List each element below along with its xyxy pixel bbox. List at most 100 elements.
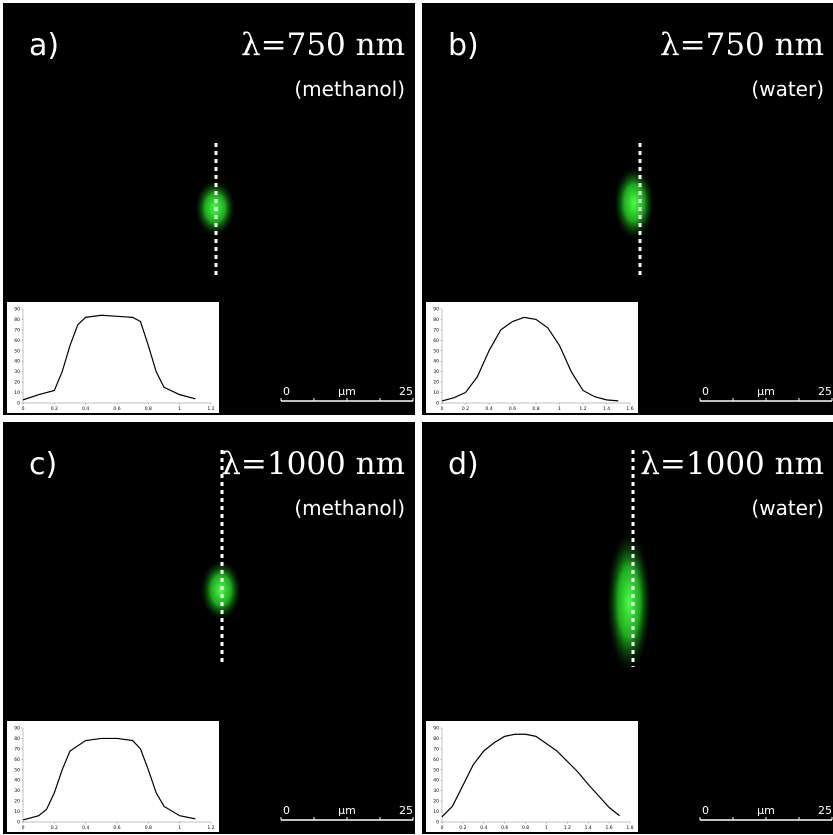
panel: a) λ=750 nm (methanol) 0 µm 25 0 10 20 30 40 50 60 70… <box>3 3 415 415</box>
solvent: (methanol) <box>294 496 405 520</box>
inset-y-tick-label: 10 <box>14 390 20 396</box>
scale-end: 25 <box>818 385 832 398</box>
inset-x-tick-label: 0.4 <box>480 825 487 831</box>
inset-x-tick-label: 1.4 <box>585 825 592 831</box>
inset-x-tick-label: 0.4 <box>82 406 89 412</box>
scale-end: 25 <box>399 385 413 398</box>
inset-y-tick-label: 60 <box>433 757 439 763</box>
panel-label: a) <box>29 28 59 63</box>
inset-y-tick-label: 0 <box>17 401 20 407</box>
inset-x-tick-label: 1.2 <box>207 406 214 412</box>
inset-x-tick-label: 0.8 <box>532 406 539 412</box>
inset-x-tick-label: 0.8 <box>522 825 529 831</box>
wavelength: λ=750 nm <box>660 27 824 63</box>
inset-y-tick-label: 90 <box>433 307 439 313</box>
inset-y-tick-label: 60 <box>14 338 20 344</box>
inset-x-tick-label: 1.2 <box>207 825 214 831</box>
scale-unit: µm <box>338 804 356 817</box>
solvent: (water) <box>751 77 824 101</box>
inset-x-tick-label: 1.6 <box>626 406 633 412</box>
scale-start: 0 <box>283 804 290 817</box>
panel: d) λ=1000 nm(water)0 µm 2501020304050607080… <box>422 422 833 834</box>
inset-y-tick-label: 80 <box>433 317 439 323</box>
inset-x-tick-label: 1 <box>545 825 548 831</box>
intensity-profile <box>441 316 619 402</box>
inset-y-tick-label: 30 <box>14 369 20 375</box>
inset-x-tick-label: 0.4 <box>82 825 89 831</box>
scale-end: 25 <box>399 804 413 817</box>
panel-label: b) <box>448 28 479 63</box>
fluorescence-spot <box>201 560 241 620</box>
inset-y-tick-label: 50 <box>14 348 20 354</box>
inset-y-tick-label: 40 <box>433 359 439 365</box>
inset-y-tick-label: 20 <box>433 380 439 386</box>
inset-y-tick-label: 0 <box>17 820 20 826</box>
inset-x-tick-label: 1.4 <box>603 406 610 412</box>
intensity-profile <box>441 733 620 818</box>
scale-end: 25 <box>818 804 832 817</box>
inset-y-tick-label: 70 <box>433 327 439 333</box>
inset-y-tick-label: 90 <box>14 307 20 313</box>
inset-x-tick-label: 0.6 <box>509 406 516 412</box>
inset-y-tick-label: 10 <box>14 809 20 815</box>
scale-start: 0 <box>283 385 290 398</box>
wavelength: λ=1000 nm <box>640 446 824 482</box>
inset-y-tick-label: 30 <box>433 369 439 375</box>
inset-y-tick-label: 40 <box>14 359 20 365</box>
inset-x-tick-label: 1 <box>178 825 181 831</box>
inset-y-tick-label: 70 <box>14 327 20 333</box>
inset-x-tick-label: 0.6 <box>113 825 120 831</box>
inset-x-tick-label: 0 <box>441 825 444 831</box>
inset-x-tick-label: 1 <box>178 406 181 412</box>
inset-y-tick-label: 30 <box>433 788 439 794</box>
inset-x-tick-label: 0 <box>441 406 444 412</box>
inset-y-tick-label: 20 <box>14 380 20 386</box>
inset-y-tick-label: 0 <box>436 820 439 826</box>
panel: b) λ=750 nm(water)0 µm 25010203040506070809… <box>422 3 833 415</box>
inset-y-tick-label: 80 <box>14 736 20 742</box>
fluorescence-spot <box>607 532 651 672</box>
inset-y-tick-label: 20 <box>14 799 20 805</box>
solvent: (methanol) <box>294 77 405 101</box>
inset-y-tick-label: 80 <box>14 317 20 323</box>
wavelength: λ=1000 nm <box>221 446 405 482</box>
intensity-profile <box>22 737 196 821</box>
inset-y-tick-label: 10 <box>433 809 439 815</box>
wavelength: λ=750 nm <box>241 27 405 63</box>
inset-x-tick-label: 0.6 <box>501 825 508 831</box>
inset-y-tick-label: 60 <box>433 338 439 344</box>
fluorescence-spot <box>614 167 654 239</box>
inset-x-tick-label: 1.2 <box>564 825 571 831</box>
panel-label: d) <box>448 447 479 482</box>
panel: c) λ=1000 nm(methanol)0 µm 2501020304050607… <box>3 422 415 834</box>
inset-x-tick-label: 0.6 <box>113 406 120 412</box>
solvent: (water) <box>751 496 824 520</box>
inset-y-tick-label: 50 <box>433 348 439 354</box>
inset-y-tick-label: 20 <box>433 799 439 805</box>
inset-x-tick-label: 1.6 <box>606 825 613 831</box>
inset-background <box>426 721 638 832</box>
inset-y-tick-label: 70 <box>14 746 20 752</box>
inset-x-tick-label: 1.2 <box>579 406 586 412</box>
inset-y-tick-label: 40 <box>433 778 439 784</box>
inset-y-tick-label: 90 <box>433 726 439 732</box>
panel-label: c) <box>29 447 57 482</box>
scale-unit: µm <box>338 385 356 398</box>
scale-unit: µm <box>757 385 775 398</box>
inset-x-tick-label: 0.8 <box>145 825 152 831</box>
scale-start: 0 <box>702 385 709 398</box>
inset-y-tick-label: 50 <box>14 767 20 773</box>
scale-unit: µm <box>757 804 775 817</box>
inset-background <box>7 302 219 413</box>
inset-x-tick-label: 1.8 <box>626 825 633 831</box>
scale-start: 0 <box>702 804 709 817</box>
inset-x-tick-label: 0.8 <box>145 406 152 412</box>
inset-y-tick-label: 70 <box>433 746 439 752</box>
inset-y-tick-label: 30 <box>14 788 20 794</box>
inset-y-tick-label: 90 <box>14 726 20 732</box>
inset-y-tick-label: 80 <box>433 736 439 742</box>
inset-x-tick-label: 0.2 <box>462 406 469 412</box>
inset-x-tick-label: 0.2 <box>459 825 466 831</box>
inset-x-tick-label: 0.2 <box>51 406 58 412</box>
